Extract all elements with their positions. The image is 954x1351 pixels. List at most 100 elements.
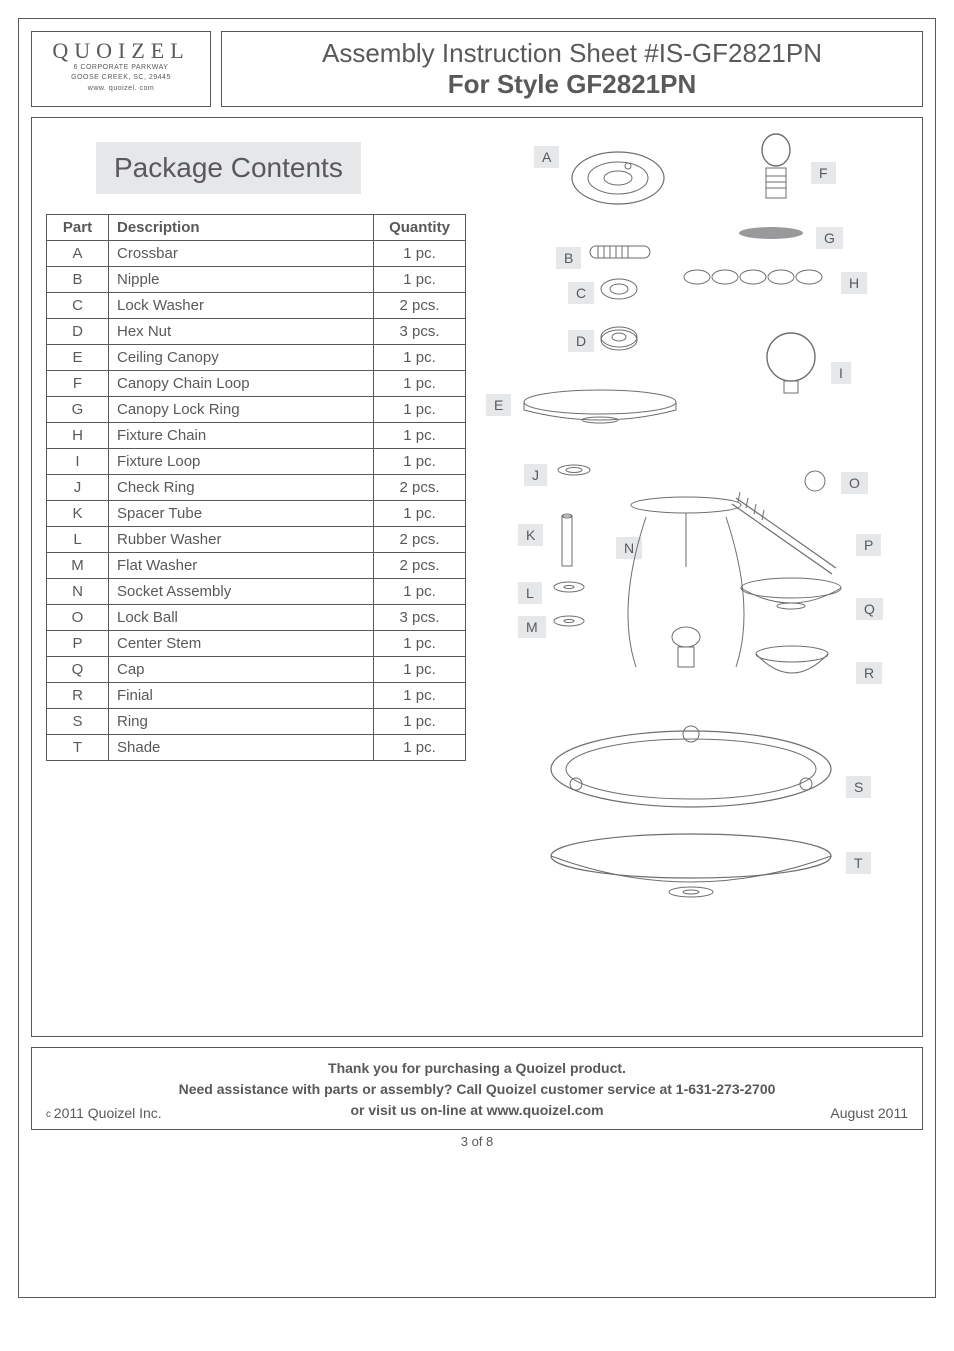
table-cell: Fixture Chain [109, 423, 374, 449]
table-cell: 1 pc. [374, 657, 466, 683]
table-cell: B [47, 267, 109, 293]
table-cell: D [47, 319, 109, 345]
table-cell: 3 pcs. [374, 605, 466, 631]
section-title: Package Contents [96, 142, 361, 194]
footer-center: Thank you for purchasing a Quoizel produ… [46, 1058, 908, 1121]
table-row: DHex Nut3 pcs. [47, 319, 466, 345]
table-cell: 3 pcs. [374, 319, 466, 345]
table-cell: G [47, 397, 109, 423]
callout-t: T [846, 852, 871, 874]
centerstem-icon [726, 488, 846, 578]
title-box: Assembly Instruction Sheet #IS-GF2821PN … [221, 31, 923, 107]
table-cell: 1 pc. [374, 267, 466, 293]
table-cell: 1 pc. [374, 345, 466, 371]
spacertube-icon [552, 512, 582, 572]
page: QUOIZEL 6 CORPORATE PARKWAY GOOSE CREEK,… [0, 0, 954, 1316]
footer-line1: Thank you for purchasing a Quoizel produ… [46, 1058, 908, 1079]
logo-addr1: 6 CORPORATE PARKWAY [42, 64, 200, 72]
table-cell: 2 pcs. [374, 475, 466, 501]
callout-f: F [811, 162, 836, 184]
flatwasher-icon [552, 614, 586, 628]
footer-line3: or visit us on-line at www.quoizel.com [46, 1100, 908, 1121]
table-row: KSpacer Tube1 pc. [47, 501, 466, 527]
callout-h: H [841, 272, 867, 294]
table-cell: Flat Washer [109, 553, 374, 579]
table-cell: N [47, 579, 109, 605]
table-cell: A [47, 241, 109, 267]
table-row: TShade1 pc. [47, 735, 466, 761]
callout-e: E [486, 394, 511, 416]
table-row: HFixture Chain1 pc. [47, 423, 466, 449]
nipple-icon [588, 240, 658, 264]
table-cell: 1 pc. [374, 241, 466, 267]
callout-g: G [816, 227, 843, 249]
callout-p: P [856, 534, 881, 556]
table-cell: Nipple [109, 267, 374, 293]
table-cell: Finial [109, 683, 374, 709]
table-cell: S [47, 709, 109, 735]
logo-addr2: GOOSE CREEK, SC, 29445 [42, 74, 200, 82]
callout-m: M [518, 616, 546, 638]
table-cell: P [47, 631, 109, 657]
callout-r: R [856, 662, 882, 684]
table-row: FCanopy Chain Loop1 pc. [47, 371, 466, 397]
lockwasher-icon [598, 274, 640, 304]
fixtureloop-icon [756, 327, 826, 397]
table-cell: 1 pc. [374, 579, 466, 605]
table-cell: Check Ring [109, 475, 374, 501]
callout-d: D [568, 330, 594, 352]
table-row: BNipple1 pc. [47, 267, 466, 293]
table-cell: Cap [109, 657, 374, 683]
table-cell: M [47, 553, 109, 579]
footer-line2: Need assistance with parts or assembly? … [46, 1079, 908, 1100]
table-row: GCanopy Lock Ring1 pc. [47, 397, 466, 423]
table-cell: I [47, 449, 109, 475]
table-cell: Center Stem [109, 631, 374, 657]
callout-a: A [534, 146, 559, 168]
logo-box: QUOIZEL 6 CORPORATE PARKWAY GOOSE CREEK,… [31, 31, 211, 107]
finial-icon [752, 642, 832, 692]
callout-b: B [556, 247, 581, 269]
th-part: Part [47, 215, 109, 241]
table-cell: J [47, 475, 109, 501]
footer-copyright: c 2011 Quoizel Inc. [46, 1105, 162, 1121]
chainloop-icon [748, 132, 804, 212]
content-border: Package Contents Part Description Quanti… [31, 117, 923, 1037]
table-cell: H [47, 423, 109, 449]
table-cell: 1 pc. [374, 501, 466, 527]
callout-c: C [568, 282, 594, 304]
canopy-icon [520, 382, 680, 432]
th-desc: Description [109, 215, 374, 241]
table-row: RFinial1 pc. [47, 683, 466, 709]
table-row: IFixture Loop1 pc. [47, 449, 466, 475]
callout-k: K [518, 524, 543, 546]
table-row: NSocket Assembly1 pc. [47, 579, 466, 605]
ring-icon [546, 724, 836, 814]
table-cell: Lock Ball [109, 605, 374, 631]
title-line1: Assembly Instruction Sheet #IS-GF2821PN [232, 38, 912, 69]
footer-date: August 2011 [830, 1105, 908, 1121]
hexnut-icon [598, 322, 640, 352]
table-row: MFlat Washer2 pcs. [47, 553, 466, 579]
table-cell: T [47, 735, 109, 761]
callout-q: Q [856, 598, 883, 620]
footer-box: Thank you for purchasing a Quoizel produ… [31, 1047, 923, 1130]
checkring-icon [556, 462, 592, 478]
table-cell: F [47, 371, 109, 397]
table-cell: O [47, 605, 109, 631]
table-cell: Lock Washer [109, 293, 374, 319]
left-column: Package Contents Part Description Quanti… [46, 132, 466, 1022]
table-cell: C [47, 293, 109, 319]
table-row: PCenter Stem1 pc. [47, 631, 466, 657]
table-cell: 1 pc. [374, 371, 466, 397]
table-row: ACrossbar1 pc. [47, 241, 466, 267]
table-cell: 1 pc. [374, 735, 466, 761]
table-row: JCheck Ring2 pcs. [47, 475, 466, 501]
copyright-symbol: c [46, 1109, 54, 1120]
table-cell: 2 pcs. [374, 293, 466, 319]
callout-i: I [831, 362, 851, 384]
table-cell: E [47, 345, 109, 371]
table-cell: 1 pc. [374, 423, 466, 449]
table-cell: Ceiling Canopy [109, 345, 374, 371]
table-row: LRubber Washer2 pcs. [47, 527, 466, 553]
